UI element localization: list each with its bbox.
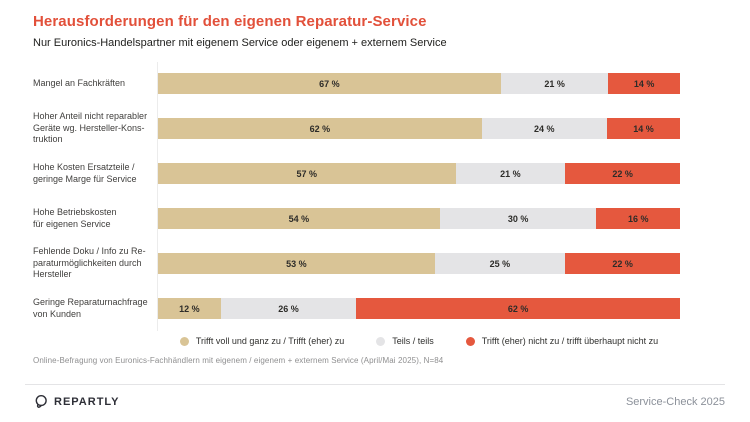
- footer-right-text: Service-Check 2025: [625, 396, 725, 408]
- bar-track: 12 % 26 % 62 %: [158, 298, 680, 319]
- bar-segment: 14 %: [608, 73, 680, 94]
- footer: REPARTLY Service-Check 2025: [33, 392, 725, 412]
- bar-segment: 62 %: [158, 118, 482, 139]
- chart-row: Mangel an Fachkräften 67 % 21 % 14 %: [33, 61, 680, 106]
- bar-segment: 57 %: [158, 163, 456, 184]
- bar-segment: 21 %: [500, 73, 609, 94]
- brand-logo: REPARTLY: [33, 394, 119, 410]
- legend-label: Teils / teils: [392, 336, 434, 346]
- bar-track: 62 % 24 % 14 %: [158, 118, 680, 139]
- row-label: Fehlende Doku / Info zu Re- paraturmögli…: [33, 246, 146, 280]
- footer-divider: [25, 384, 725, 385]
- legend-item: Trifft (eher) nicht zu / trifft überhaup…: [465, 336, 659, 346]
- repartly-logo-icon: [35, 394, 47, 408]
- bar-segment: 12 %: [158, 298, 221, 319]
- bar-segment: 22 %: [565, 253, 680, 274]
- bar-segment: 24 %: [481, 118, 607, 139]
- bar-segment: 22 %: [565, 163, 681, 184]
- bar-segment: 16 %: [596, 208, 680, 229]
- baseline-axis: [157, 62, 158, 331]
- bar-segment: 26 %: [220, 298, 357, 319]
- legend-item: Trifft voll und ganz zu / Trifft (eher) …: [179, 336, 345, 346]
- row-label: Hohe Betriebskosten für eigenen Service: [33, 207, 117, 229]
- chart-row: Geringe Reparaturnachfrage von Kunden 12 …: [33, 286, 680, 331]
- legend-dot-icon: [179, 336, 189, 346]
- row-label: Geringe Reparaturnachfrage von Kunden: [33, 297, 148, 319]
- bar-track: 67 % 21 % 14 %: [158, 73, 680, 94]
- chart-legend: Trifft voll und ganz zu / Trifft (eher) …: [158, 336, 680, 346]
- source-footnote: Online-Befragung von Euronics-Fachhändle…: [33, 356, 444, 365]
- legend-label: Trifft voll und ganz zu / Trifft (eher) …: [195, 336, 345, 346]
- bar-segment: 53 %: [158, 253, 435, 274]
- stacked-bar-chart: Mangel an Fachkräften 67 % 21 % 14 % Hoher A…: [33, 61, 681, 346]
- bar-segment: 25 %: [434, 253, 566, 274]
- legend-item: Teils / teils: [376, 336, 434, 346]
- bar-segment: 21 %: [455, 163, 566, 184]
- chart-row: Hoher Anteil nicht reparabler Geräte wg.…: [33, 106, 680, 151]
- bar-track: 54 % 30 % 16 %: [158, 208, 680, 229]
- row-label: Hohe Kosten Ersatzteile / geringe Marge …: [33, 162, 137, 184]
- page-subtitle: Nur Euronics-Handelspartner mit eigenem …: [33, 37, 447, 49]
- legend-dot-icon: [465, 336, 475, 346]
- legend-label: Trifft (eher) nicht zu / trifft überhaup…: [481, 336, 659, 346]
- page-title: Herausforderungen für den eigenen Repara…: [33, 13, 427, 30]
- bar-segment: 14 %: [606, 118, 680, 139]
- row-label: Hoher Anteil nicht reparabler Geräte wg.…: [33, 111, 148, 145]
- chart-row: Hohe Betriebskosten für eigenen Service 5…: [33, 196, 680, 241]
- row-label: Mangel an Fachkräften: [33, 77, 126, 88]
- chart-row: Hohe Kosten Ersatzteile / geringe Marge …: [33, 151, 681, 196]
- bar-track: 53 % 25 % 22 %: [158, 253, 680, 274]
- legend-dot-icon: [376, 336, 386, 346]
- bar-segment: 54 %: [158, 208, 440, 229]
- chart-rows: Mangel an Fachkräften 67 % 21 % 14 % Hoher A…: [33, 61, 681, 331]
- chart-row: Fehlende Doku / Info zu Re- paraturmögli…: [33, 241, 680, 286]
- bar-segment: 62 %: [356, 298, 680, 319]
- bar-segment: 67 %: [158, 73, 501, 94]
- bar-track: 57 % 21 % 22 %: [158, 163, 681, 184]
- brand-name: REPARTLY: [54, 396, 120, 408]
- bar-segment: 30 %: [439, 208, 597, 229]
